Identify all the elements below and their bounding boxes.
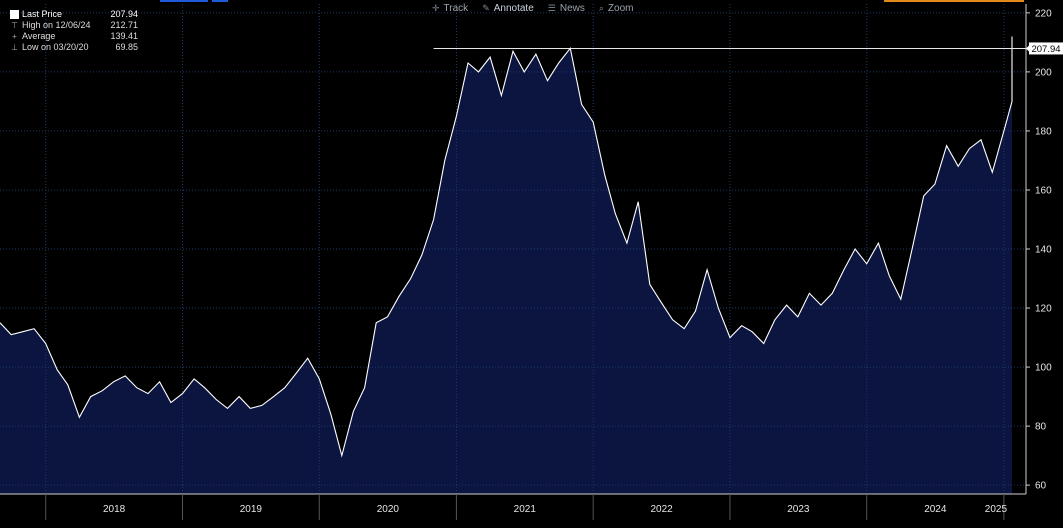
legend-high: ⊤ High on 12/06/24 212.71 (10, 20, 138, 31)
last-price-tag (1029, 42, 1063, 55)
last-price-label: Last Price (22, 9, 63, 19)
legend-average: + Average 139.41 (10, 31, 138, 42)
legend-low: ⊥ Low on 03/20/20 69.85 (10, 42, 138, 53)
pencil-icon: ✎ (482, 3, 490, 13)
y-tick-label: 180 (1035, 126, 1052, 137)
legend-last-price[interactable]: Last Price 207.94 (10, 9, 138, 20)
magnifier-icon: ⌕ (598, 3, 604, 13)
low-label: Low on 03/20/20 (22, 42, 89, 52)
high-label: High on 12/06/24 (22, 20, 91, 30)
crosshair-icon: ✛ (432, 3, 440, 13)
y-tick-label: 160 (1035, 185, 1052, 196)
y-tick-label: 60 (1035, 481, 1047, 492)
last-price-swatch (10, 10, 19, 19)
track-label: Track (443, 3, 469, 14)
tab-indicator-blue-2[interactable] (212, 0, 228, 2)
y-tick-label: 140 (1035, 245, 1052, 256)
zoom-label: Zoom (607, 3, 634, 14)
y-tick-label: 120 (1035, 304, 1052, 315)
x-tick-label: 2020 (377, 504, 400, 515)
tab-indicator-blue[interactable] (160, 0, 208, 2)
last-price-tag-label: 207.94 (1031, 44, 1060, 55)
annotate-label: Annotate (493, 3, 534, 14)
y-tick-label: 200 (1035, 67, 1052, 78)
low-marker-icon: ⊥ (11, 43, 18, 52)
price-area (0, 36, 1012, 494)
x-tick-label: 2023 (787, 504, 810, 515)
news-button[interactable]: ☰ News (548, 3, 585, 14)
x-tick-label: 2018 (103, 504, 126, 515)
news-label: News (559, 3, 585, 14)
y-tick-label: 100 (1035, 363, 1052, 374)
average-value: 139.41 (110, 31, 138, 41)
average-label: Average (22, 31, 56, 41)
price-line (0, 36, 1013, 458)
y-tick-label: 220 (1035, 8, 1052, 19)
average-marker-icon: + (12, 32, 17, 41)
zoom-button[interactable]: ⌕ Zoom (599, 3, 634, 14)
track-button[interactable]: ✛ Track (432, 3, 468, 14)
high-value: 212.71 (110, 20, 138, 30)
chart-toolbar: ✛ Track ✎ Annotate ☰ News ⌕ Zoom (432, 3, 633, 14)
x-tick-label: 2024 (924, 504, 947, 515)
x-tick-label: 2022 (650, 504, 673, 515)
last-price-value: 207.94 (110, 9, 138, 19)
x-tick-label: 2019 (240, 504, 263, 515)
low-value: 69.85 (115, 42, 138, 52)
news-icon: ☰ (547, 3, 556, 13)
annotate-button[interactable]: ✎ Annotate (482, 3, 534, 14)
chart-legend: Last Price 207.94 ⊤ High on 12/06/24 212.… (10, 9, 138, 53)
x-tick-label: 2025 (985, 504, 1008, 515)
tab-indicator-orange[interactable] (884, 0, 1024, 2)
x-tick-label: 2021 (514, 504, 537, 515)
y-tick-label: 80 (1035, 422, 1047, 433)
last-price-tag-arrow (1026, 44, 1030, 53)
high-marker-icon: ⊤ (11, 21, 18, 30)
